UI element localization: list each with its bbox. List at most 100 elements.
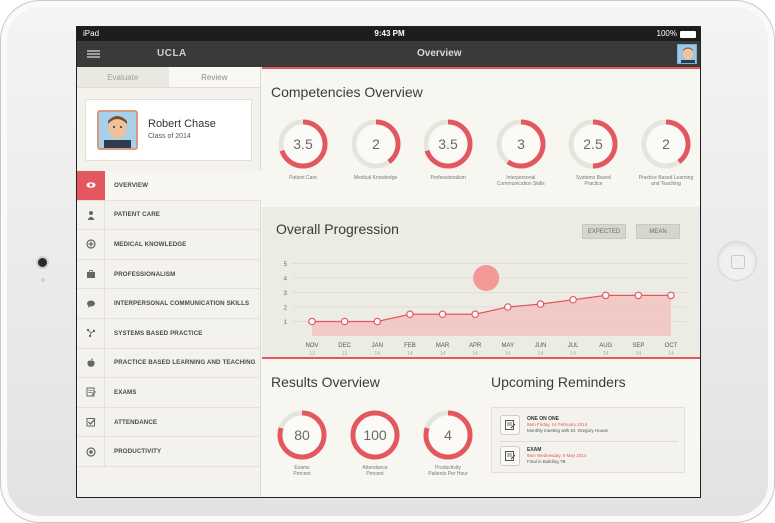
competency-ring: 3.5	[278, 119, 328, 169]
sidebar-item-exams[interactable]: EXAMS	[77, 377, 261, 408]
battery-indicator: 100%	[657, 27, 696, 41]
profile-photo	[97, 110, 138, 150]
x-tick-year: 13	[309, 351, 315, 357]
ring-value: 100	[363, 427, 387, 443]
ring-center	[355, 415, 395, 455]
profile-name: Robert Chase	[148, 118, 216, 130]
checkbox-icon	[77, 407, 105, 437]
sidebar-item-label: INTERPERSONAL COMMUNICATION SKILLS	[114, 300, 250, 308]
sidebar-item-professionalism[interactable]: PROFESSIONALISM	[77, 259, 261, 290]
y-tick-label: 3	[284, 291, 288, 297]
profile-card[interactable]: Robert Chase Class of 2014	[85, 99, 252, 161]
ring-value: 3.5	[293, 136, 313, 152]
reminder-item[interactable]: EXAM 9am Wednesday, 9 May 2014 Final in …	[500, 444, 680, 474]
reminder-text: Monthly meeting with Dr. Gregory House	[527, 428, 609, 433]
x-tick-label: AUG	[599, 343, 612, 349]
competency-label: Professionalism	[416, 175, 480, 181]
progression-panel: Overall Progression EXPECTED MEAN 1 2 3 4 5 N…	[262, 207, 700, 359]
sidebar-item-label: MEDICAL KNOWLEDGE	[114, 240, 187, 248]
ring-progress-arc	[351, 119, 401, 169]
x-tick-label: MAY	[502, 343, 515, 349]
x-tick-year: 14	[472, 351, 478, 357]
ring-progress-arc	[568, 119, 618, 169]
y-tick-label: 4	[284, 277, 288, 283]
competency-label: Systems Based Practice	[561, 175, 625, 187]
exam-icon	[77, 377, 105, 407]
data-point	[634, 291, 643, 300]
status-time: 9:43 PM	[374, 29, 405, 38]
sidebar-item-productivity[interactable]: PRODUCTIVITY	[77, 437, 261, 467]
competency-label: Medical Knowledge	[344, 175, 408, 181]
ring-progress-arc	[641, 119, 691, 169]
competency-label-line: Practice	[584, 181, 603, 187]
results-title: Results Overview	[271, 374, 380, 390]
competency-label-line: Communication Skills	[496, 181, 545, 187]
sidebar-item-practice-based-learning-and-teaching[interactable]: PRACTICE BASED LEARNING AND TEACHING	[77, 348, 261, 379]
ring-center	[428, 124, 468, 164]
reminder-date: 9am Friday, 14 February 2014	[527, 422, 588, 427]
mean-button[interactable]: MEAN	[636, 224, 680, 239]
plus-circle-icon	[77, 229, 105, 259]
sensor-dot	[41, 278, 45, 282]
competency-label-line: Medical Knowledge	[353, 175, 398, 181]
expected-button[interactable]: EXPECTED	[582, 224, 626, 239]
battery-icon	[680, 30, 696, 38]
progression-chart: 1 2 3 4 5 NOV 13 DEC 13 JAN 14 FEB 14 MAR 14 APR 14 MAY 14…	[284, 262, 687, 357]
ring-value: 2	[662, 136, 670, 152]
ring-value: 4	[444, 427, 452, 443]
competency-ring: 2	[351, 119, 401, 169]
reminder-item[interactable]: ONE ON ONE 9am Friday, 14 February 2014 …	[500, 413, 680, 443]
speech-bubble-icon	[77, 289, 105, 319]
x-tick-year: 14	[440, 351, 446, 357]
carrier-label: iPad	[83, 29, 100, 38]
x-tick-year: 14	[407, 351, 413, 357]
ring-progress-arc	[350, 410, 400, 460]
data-point	[373, 317, 382, 326]
data-point	[438, 310, 447, 319]
sidebar-item-label: PROFESSIONALISM	[114, 270, 176, 278]
sidebar-item-patient-care[interactable]: PATIENT CARE	[77, 200, 261, 231]
competency-label-line: Systems Based	[576, 175, 611, 181]
app-brand: UCLA	[157, 48, 187, 59]
top-nav-bar: UCLA Overview	[77, 41, 700, 67]
sidebar-item-attendance[interactable]: ATTENDANCE	[77, 407, 261, 438]
sidebar-item-interpersonal-communication-skills[interactable]: INTERPERSONAL COMMUNICATION SKILLS	[77, 289, 261, 319]
note-icon	[500, 446, 520, 466]
note-icon	[500, 415, 520, 435]
ring-progress-arc	[423, 119, 473, 169]
x-tick-year: 13	[342, 351, 348, 357]
tab-review[interactable]: Review	[168, 67, 260, 87]
result-label-line: Patients Per Hour	[428, 471, 468, 477]
x-tick-year: 14	[374, 351, 380, 357]
user-avatar[interactable]	[677, 44, 697, 64]
apple-icon	[77, 348, 105, 378]
ring-value: 3	[517, 136, 525, 152]
reminder-text: Final in Building 7B	[527, 459, 566, 464]
ring-value: 2	[372, 136, 380, 152]
ring-center	[356, 124, 396, 164]
ring-center	[282, 415, 322, 455]
briefcase-icon	[77, 259, 105, 289]
data-point	[601, 291, 610, 300]
competency-label: Practice Based Learning and Teaching	[634, 175, 698, 187]
home-button[interactable]	[717, 241, 757, 281]
sidebar-item-medical-knowledge[interactable]: MEDICAL KNOWLEDGE	[77, 229, 261, 260]
ring-center	[573, 124, 613, 164]
x-tick-year: 14	[570, 351, 576, 357]
sidebar-item-systems-based-practice[interactable]: SYSTEMS BASED PRACTICE	[77, 318, 261, 349]
competency-ring: 3	[496, 119, 546, 169]
result-label-line: Attendance	[362, 465, 388, 471]
tab-evaluate[interactable]: Evaluate	[77, 67, 169, 87]
reminder-title: EXAM	[527, 447, 542, 453]
hamburger-menu-icon[interactable]	[87, 50, 100, 58]
x-tick-label: JUL	[568, 343, 579, 349]
reminders-title: Upcoming Reminders	[491, 374, 626, 390]
ring-progress-arc	[278, 119, 328, 169]
data-point	[569, 295, 577, 304]
sidebar-item-overview[interactable]: OVERVIEW	[77, 170, 261, 201]
area-fill	[312, 295, 671, 336]
y-tick-label: 1	[284, 320, 288, 326]
sidebar-item-label: PRACTICE BASED LEARNING AND TEACHING	[114, 359, 256, 367]
sidebar-nav: OVERVIEW PATIENT CARE MEDICAL KNOWLEDGE PRO…	[77, 170, 261, 467]
x-tick-label: SEP	[632, 343, 644, 349]
